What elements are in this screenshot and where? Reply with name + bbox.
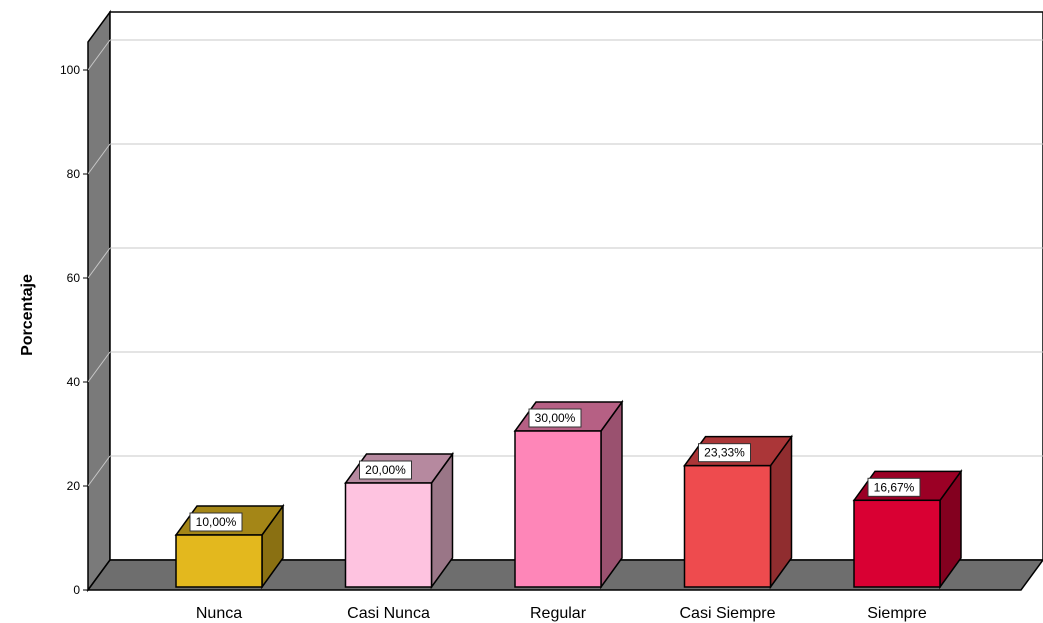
category-label: Casi Siempre <box>679 605 775 622</box>
data-labels: 10,00% 20,00% 30,00% 23,33% 16,67% <box>189 408 921 532</box>
data-label-box <box>698 443 751 463</box>
gridline-depth <box>87 39 111 71</box>
category-label: Nunca <box>196 605 242 622</box>
data-label-box <box>867 477 921 497</box>
bar-front <box>175 534 263 588</box>
bar-side <box>600 399 623 590</box>
data-label-box <box>359 460 412 480</box>
bar-front <box>344 482 433 588</box>
x-axis-categories: Nunca Casi Nunca Regular Casi Siempre Siempr… <box>196 605 927 622</box>
gridline-depth <box>87 351 111 383</box>
data-label: 16,67% <box>867 477 921 497</box>
data-label-text: 23,33% <box>704 446 745 460</box>
left-wall <box>87 9 111 593</box>
data-label-box <box>189 512 243 532</box>
gridline-depth <box>87 143 111 175</box>
y-tick-label: 0 <box>73 583 80 597</box>
y-tick-label: 40 <box>67 375 81 389</box>
category-label: Regular <box>530 605 587 622</box>
y-axis-ticks: 0 20 40 60 80 100 <box>60 63 88 597</box>
bar-front <box>853 499 941 588</box>
data-label: 23,33% <box>698 443 751 463</box>
data-label-text: 20,00% <box>365 463 406 477</box>
gridline-depth <box>87 247 111 279</box>
data-label: 10,00% <box>189 512 243 532</box>
gridline-depth <box>87 455 111 487</box>
category-label: Siempre <box>867 605 927 622</box>
bar-front <box>514 430 602 588</box>
data-label: 20,00% <box>359 460 412 480</box>
y-tick-label: 80 <box>67 167 81 181</box>
data-label-box <box>528 408 582 428</box>
data-label: 30,00% <box>528 408 582 428</box>
category-label: Casi Nunca <box>347 605 430 622</box>
data-label-text: 10,00% <box>196 515 237 529</box>
bar-regular <box>513 399 624 590</box>
y-axis-label: Porcentaje <box>19 274 36 356</box>
y-tick-label: 100 <box>60 63 80 77</box>
y-tick-label: 20 <box>67 479 81 493</box>
gridlines <box>87 39 1043 487</box>
data-label-text: 16,67% <box>874 480 915 494</box>
y-tick-label: 60 <box>67 271 81 285</box>
data-label-text: 30,00% <box>535 411 576 425</box>
bar-front <box>683 464 772 588</box>
